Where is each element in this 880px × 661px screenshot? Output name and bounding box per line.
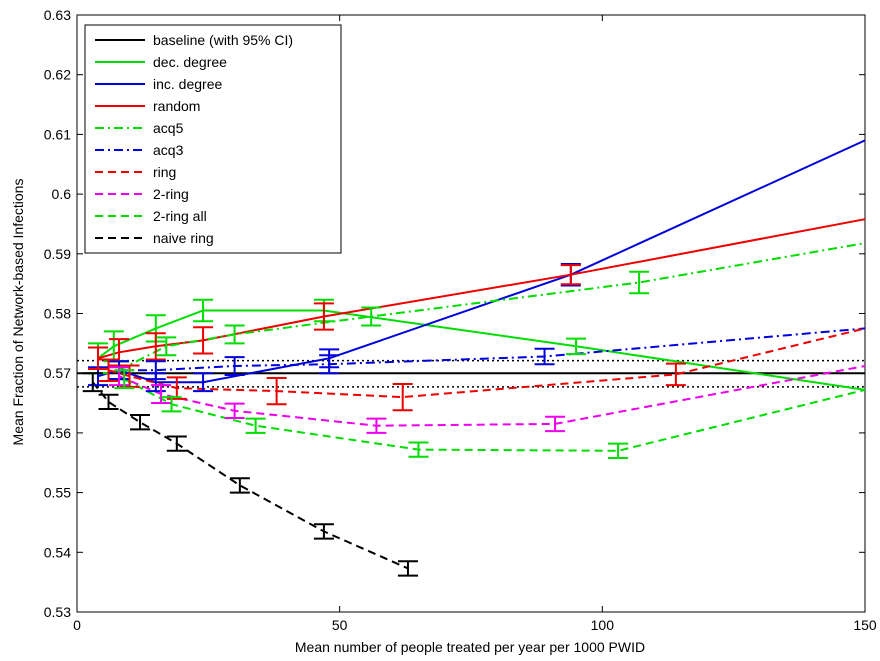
error-bar [392, 382, 413, 412]
y-tick-label: 0.62 [44, 67, 71, 83]
y-tick-label: 0.55 [44, 485, 71, 501]
series-line [123, 378, 866, 452]
error-bar [566, 337, 587, 356]
legend-label: random [153, 98, 200, 114]
legend-label: naive ring [153, 230, 214, 246]
error-bar [229, 477, 250, 494]
x-axis-label: Mean number of people treated per year p… [295, 639, 645, 655]
error-bar [98, 358, 119, 382]
series-line [118, 365, 866, 427]
y-tick-label: 0.59 [44, 246, 71, 262]
legend: baseline (with 95% CI) dec. degree inc. de… [84, 24, 342, 254]
error-bar [361, 306, 382, 327]
y-tick-label: 0.56 [44, 425, 71, 441]
legend-label: 2-ring [153, 186, 189, 202]
error-bar [193, 298, 214, 323]
error-bar [266, 376, 287, 406]
error-bar [534, 347, 555, 366]
x-tick-label: 50 [332, 617, 348, 633]
y-tick-label: 0.6 [52, 186, 72, 202]
error-bar [98, 393, 119, 411]
error-bar [193, 326, 214, 355]
legend-label: acq3 [153, 142, 184, 158]
plot-area [76, 14, 866, 613]
error-bar [319, 354, 340, 375]
error-bar [366, 417, 387, 434]
error-bar [560, 264, 581, 286]
error-bar [408, 441, 429, 458]
y-tick-label: 0.57 [44, 365, 71, 381]
series-line [118, 242, 866, 372]
y-axis-label: Mean Fraction of Network-based Infection… [10, 179, 26, 446]
error-bar [397, 560, 418, 577]
legend-label: ring [153, 164, 176, 180]
error-bar [193, 372, 214, 393]
error-bar [114, 369, 135, 390]
legend-label: inc. degree [153, 76, 222, 92]
error-bar [166, 376, 187, 400]
legend-label: dec. degree [153, 54, 227, 70]
y-tick-label: 0.54 [44, 544, 71, 560]
error-bar [166, 435, 187, 452]
error-bar [665, 362, 686, 387]
error-bar [161, 396, 182, 413]
y-tick-label: 0.61 [44, 126, 71, 142]
x-tick-label: 100 [591, 617, 615, 633]
y-tick-label: 0.53 [44, 604, 71, 620]
error-bar [224, 402, 245, 419]
error-bar [245, 417, 266, 434]
error-bar [313, 523, 334, 540]
error-bar [629, 270, 650, 295]
y-tick-label: 0.63 [44, 7, 71, 23]
y-axis-ticks: 0.53 0.54 0.55 0.56 0.57 0.58 0.59 0.6 0.61 0.62 0… [44, 7, 865, 620]
error-bar [119, 364, 140, 388]
error-bar [313, 302, 334, 331]
legend-label: baseline (with 95% CI) [153, 32, 293, 48]
error-bar [88, 346, 109, 371]
error-bar [145, 360, 166, 381]
legend-label: 2-ring all [153, 208, 207, 224]
error-bar [545, 415, 566, 433]
legend-label: acq5 [153, 120, 184, 136]
error-bar [156, 336, 177, 357]
error-bar [224, 324, 245, 345]
error-bar [608, 442, 629, 459]
x-tick-label: 0 [73, 617, 81, 633]
error-bar [224, 356, 245, 376]
error-bar [82, 372, 103, 393]
errorbar-layer [82, 262, 686, 577]
x-axis-ticks: 0 50 100 150 [73, 15, 877, 633]
series-line [119, 327, 866, 372]
error-bar [130, 413, 151, 431]
y-tick-label: 0.58 [44, 306, 71, 322]
x-tick-label: 150 [853, 617, 877, 633]
error-bar [151, 384, 172, 405]
error-bar [145, 332, 166, 361]
